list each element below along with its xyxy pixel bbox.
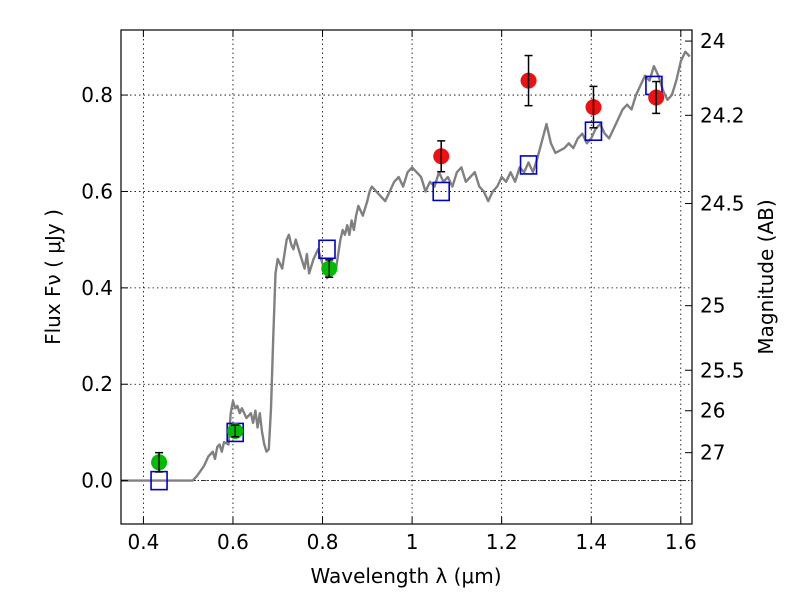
y2-tick-label: 26 bbox=[700, 399, 725, 423]
data-series bbox=[121, 50, 691, 491]
y-tick-label: 0.0 bbox=[81, 469, 113, 493]
observed-point bbox=[151, 451, 168, 473]
x-tick-label: 0.4 bbox=[127, 530, 159, 554]
x-tick-label: 1.2 bbox=[486, 530, 518, 554]
y2-tick-label: 25.5 bbox=[700, 358, 745, 382]
observed-point bbox=[585, 85, 602, 129]
observed-point bbox=[321, 259, 338, 278]
y2-axis-ticks: 24 24.2 24.5 25 25.5 26 27 bbox=[685, 29, 745, 465]
y2-tick-label: 27 bbox=[700, 441, 725, 465]
sed-model-line bbox=[121, 50, 691, 482]
observed-point bbox=[227, 422, 244, 439]
observed-point bbox=[520, 54, 537, 107]
observed-point bbox=[648, 80, 665, 115]
x-tick-label: 0.8 bbox=[307, 530, 339, 554]
x-axis-ticks: 0.4 0.6 0.8 1 1.2 1.4 1.6 bbox=[127, 30, 697, 554]
plot-background bbox=[121, 30, 692, 524]
plot-frame bbox=[120, 29, 693, 525]
y-tick-label: 0.6 bbox=[81, 179, 113, 203]
x-axis-title: Wavelength λ (μm) bbox=[310, 564, 501, 588]
y2-tick-label: 24 bbox=[700, 29, 725, 53]
y2-tick-label: 24.2 bbox=[700, 103, 745, 127]
model-photometry-point bbox=[519, 155, 538, 175]
x-tick-label: 0.6 bbox=[217, 530, 249, 554]
model-photometry-point bbox=[432, 181, 451, 202]
y-axis-title: Flux Fν ( μJy ) bbox=[41, 209, 65, 345]
y2-tick-label: 25 bbox=[700, 294, 725, 318]
model-photometry-point bbox=[318, 239, 336, 260]
y-tick-label: 0.4 bbox=[81, 276, 113, 300]
y2-tick-label: 24.5 bbox=[700, 192, 745, 216]
x-tick-label: 1.6 bbox=[665, 530, 697, 554]
y-axis-ticks: 0.0 0.2 0.4 0.6 0.8 bbox=[81, 83, 128, 493]
observed-point bbox=[433, 140, 450, 173]
y-tick-label: 0.2 bbox=[81, 372, 113, 396]
x-tick-label: 1 bbox=[406, 530, 419, 554]
x-tick-label: 1.4 bbox=[575, 530, 607, 554]
y2-axis-title: Magnitude (AB) bbox=[754, 199, 778, 354]
y-tick-label: 0.8 bbox=[81, 83, 113, 107]
